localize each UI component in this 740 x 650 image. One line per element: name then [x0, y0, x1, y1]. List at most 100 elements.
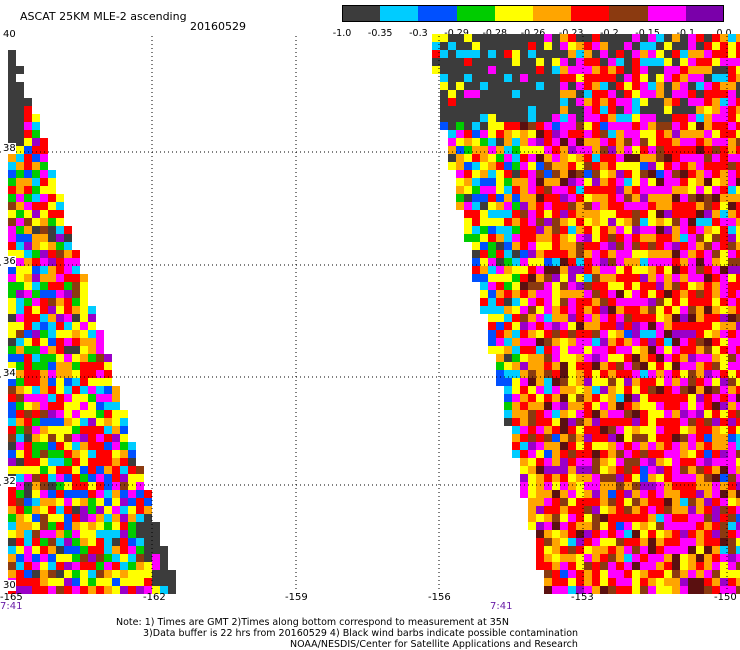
- data-cell: [568, 258, 576, 266]
- data-cell: [32, 234, 40, 242]
- data-cell: [512, 450, 520, 458]
- data-cell: [32, 330, 40, 338]
- data-cell: [80, 330, 88, 338]
- data-cell: [672, 474, 680, 482]
- data-cell: [592, 82, 600, 90]
- data-cell: [448, 58, 456, 66]
- data-cell: [96, 474, 104, 482]
- data-cell: [728, 50, 736, 58]
- data-cell: [728, 130, 736, 138]
- data-cell: [104, 578, 112, 586]
- data-cell: [592, 434, 600, 442]
- data-cell: [56, 266, 64, 274]
- data-cell: [520, 146, 528, 154]
- data-cell: [672, 378, 680, 386]
- data-cell: [16, 186, 24, 194]
- data-cell: [648, 570, 656, 578]
- data-cell: [72, 314, 80, 322]
- data-cell: [696, 530, 704, 538]
- data-cell: [480, 74, 488, 82]
- data-cell: [664, 482, 672, 490]
- data-cell: [24, 186, 32, 194]
- data-cell: [664, 418, 672, 426]
- data-cell: [8, 250, 16, 258]
- data-cell: [632, 106, 640, 114]
- data-cell: [8, 186, 16, 194]
- data-cell: [544, 322, 552, 330]
- data-cell: [8, 234, 16, 242]
- data-cell: [728, 578, 736, 586]
- data-cell: [616, 258, 624, 266]
- data-cell: [600, 378, 608, 386]
- data-cell: [40, 170, 48, 178]
- data-cell: [656, 226, 664, 234]
- data-cell: [120, 530, 128, 538]
- data-cell: [552, 450, 560, 458]
- data-cell: [528, 442, 536, 450]
- data-cell: [632, 378, 640, 386]
- data-cell: [592, 586, 600, 594]
- data-cell: [560, 42, 568, 50]
- data-cell: [552, 354, 560, 362]
- data-cell: [704, 218, 712, 226]
- data-cell: [112, 586, 120, 594]
- data-cell: [672, 58, 680, 66]
- data-cell: [720, 114, 728, 122]
- data-cell: [712, 146, 720, 154]
- data-cell: [440, 106, 448, 114]
- data-cell: [512, 314, 520, 322]
- data-cell: [696, 130, 704, 138]
- data-cell: [488, 90, 496, 98]
- data-cell: [728, 74, 736, 82]
- data-cell: [16, 482, 24, 490]
- data-cell: [728, 546, 736, 554]
- data-cell: [688, 386, 696, 394]
- data-cell: [528, 474, 536, 482]
- data-cell: [512, 418, 520, 426]
- data-cell: [568, 538, 576, 546]
- colorbar-swatch: [647, 5, 687, 22]
- data-cell: [664, 314, 672, 322]
- data-cell: [64, 314, 72, 322]
- data-cell: [48, 266, 56, 274]
- data-cell: [112, 474, 120, 482]
- data-cell: [632, 490, 640, 498]
- data-cell: [48, 210, 56, 218]
- data-cell: [680, 450, 688, 458]
- data-cell: [584, 114, 592, 122]
- data-cell: [16, 498, 24, 506]
- data-cell: [528, 242, 536, 250]
- data-cell: [136, 466, 144, 474]
- data-cell: [16, 570, 24, 578]
- data-cell: [568, 90, 576, 98]
- data-cell: [568, 498, 576, 506]
- data-cell: [672, 442, 680, 450]
- data-cell: [728, 186, 736, 194]
- data-cell: [456, 90, 464, 98]
- data-cell: [736, 554, 740, 562]
- data-cell: [736, 386, 740, 394]
- data-cell: [656, 162, 664, 170]
- data-cell: [576, 458, 584, 466]
- data-cell: [664, 370, 672, 378]
- data-cell: [32, 298, 40, 306]
- data-cell: [456, 170, 464, 178]
- colorbar-label: -0.3: [409, 28, 428, 39]
- data-cell: [648, 266, 656, 274]
- data-cell: [576, 34, 584, 42]
- data-cell: [568, 250, 576, 258]
- data-cell: [600, 458, 608, 466]
- data-cell: [56, 210, 64, 218]
- data-cell: [592, 546, 600, 554]
- data-cell: [88, 506, 96, 514]
- data-cell: [32, 202, 40, 210]
- data-cell: [640, 58, 648, 66]
- data-cell: [80, 298, 88, 306]
- data-cell: [552, 114, 560, 122]
- data-cell: [88, 578, 96, 586]
- data-cell: [480, 146, 488, 154]
- data-cell: [152, 546, 160, 554]
- data-cell: [536, 66, 544, 74]
- data-cell: [680, 538, 688, 546]
- data-cell: [16, 82, 24, 90]
